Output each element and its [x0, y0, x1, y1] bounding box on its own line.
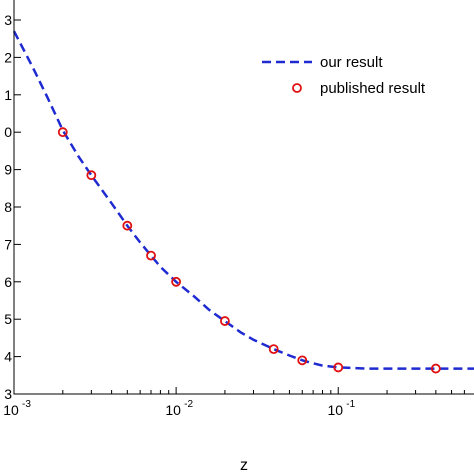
- legend-marker-swatch: [292, 83, 302, 93]
- y-tick-label: 0: [4, 124, 12, 140]
- published-point: [86, 170, 97, 181]
- y-tick-label: 6: [4, 274, 12, 290]
- published-point: [122, 220, 133, 231]
- series-line-our-result: [12, 30, 474, 370]
- published-point: [220, 316, 230, 326]
- y-tick-label: 2: [4, 49, 12, 65]
- y-tick-label: 8: [4, 199, 12, 215]
- y-tick-label: 9: [4, 162, 12, 178]
- published-point: [430, 363, 441, 374]
- y-tick-label: 7: [4, 236, 12, 252]
- x-tick-label: 10: [165, 402, 181, 418]
- x-tick-exponent: -3: [22, 399, 31, 410]
- legend: our result published result: [262, 54, 426, 97]
- y-tick-label: 3: [4, 12, 12, 28]
- x-tick-label: 10: [327, 402, 343, 418]
- y-tick-label: 4: [4, 349, 12, 365]
- published-point: [297, 355, 308, 366]
- published-point: [171, 276, 182, 287]
- published-point: [333, 362, 344, 373]
- x-tick-exponent: -2: [184, 399, 193, 410]
- x-tick-exponent: -1: [346, 399, 355, 410]
- y-tick-label: 5: [4, 311, 12, 327]
- x-axis-title: z: [240, 457, 248, 474]
- published-point: [146, 250, 156, 261]
- y-tick-label: 1: [4, 87, 12, 103]
- x-tick-label: 10: [3, 402, 19, 418]
- legend-label-published-result: published result: [320, 80, 426, 97]
- y-tick-label: 3: [4, 386, 12, 402]
- legend-label-our-result: our result: [320, 54, 383, 71]
- published-point: [57, 127, 68, 138]
- plot-frame: [13, 0, 474, 395]
- published-point: [268, 344, 279, 355]
